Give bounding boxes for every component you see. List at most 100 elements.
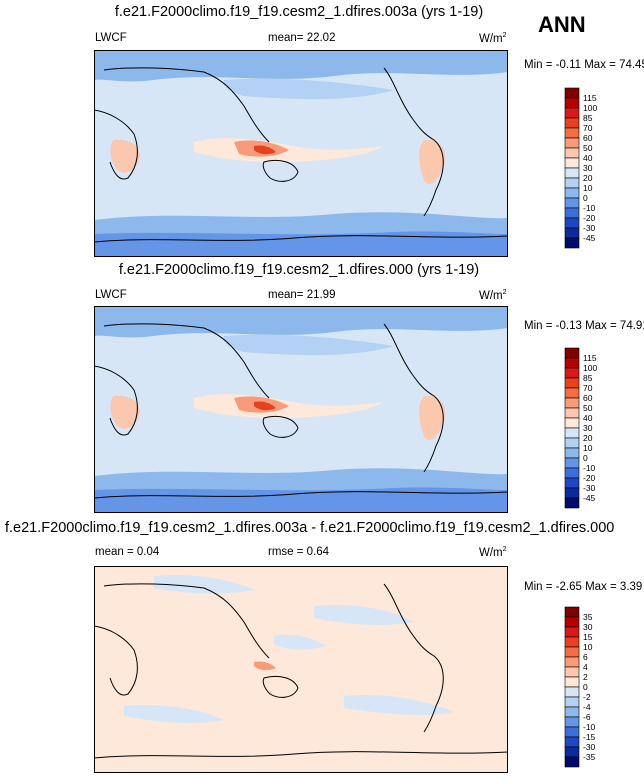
colorbar-tick-label: 40 bbox=[583, 153, 593, 163]
map-diff-base bbox=[94, 566, 508, 773]
panel-2-units-sup: 2 bbox=[502, 289, 507, 296]
colorbar-swatch bbox=[564, 457, 580, 469]
colorbar-swatch bbox=[564, 437, 580, 449]
colorbar-swatch bbox=[564, 626, 580, 638]
panel-2-map bbox=[94, 306, 508, 513]
colorbar-swatch bbox=[564, 467, 580, 479]
colorbar-tick-label: 35 bbox=[583, 612, 593, 622]
coastline-eurasia bbox=[103, 323, 270, 399]
panel-3-units-text: W/m bbox=[479, 546, 503, 559]
panel-3-minmax: Min = -2.65 Max = 3.39 bbox=[524, 581, 642, 593]
north-pacific-fill bbox=[223, 78, 394, 100]
colorbar-tick-label: 6 bbox=[583, 652, 588, 662]
colorbar-tick-label: 30 bbox=[583, 423, 593, 433]
colorbar-tick-label: 0 bbox=[583, 453, 588, 463]
colorbar-tick-label: 30 bbox=[583, 163, 593, 173]
colorbar-tick-label: -45 bbox=[583, 493, 596, 503]
colorbar-tick-label: -4 bbox=[583, 702, 591, 712]
colorbar-swatch bbox=[564, 177, 580, 189]
colorbar-swatch bbox=[564, 217, 580, 229]
colorbar-swatch bbox=[564, 137, 580, 149]
colorbar-tick-label: 30 bbox=[583, 622, 593, 632]
colorbar-swatch bbox=[564, 357, 580, 369]
colorbar-swatch bbox=[564, 427, 580, 439]
panel-3-min-value: -2.65 bbox=[555, 581, 582, 593]
colorbar-tick-label: -10 bbox=[583, 722, 596, 732]
panel-2-mean-value: 21.99 bbox=[306, 289, 336, 301]
panel-2-minmax: Min = -0.13 Max = 74.91 bbox=[524, 320, 644, 332]
panel-3-rmse-value: 0.64 bbox=[306, 546, 330, 558]
colorbar-tick-label: -20 bbox=[583, 473, 596, 483]
colorbar-swatch bbox=[564, 397, 580, 409]
colorbar-tick-label: 20 bbox=[583, 173, 593, 183]
colorbar-swatch bbox=[564, 696, 580, 708]
colorbar-swatch bbox=[564, 97, 580, 109]
south-america-fill bbox=[419, 139, 446, 185]
panel-2-min-value: -0.13 bbox=[555, 320, 582, 332]
colorbar-swatch bbox=[564, 447, 580, 459]
panel-1-units-text: W/m bbox=[479, 32, 503, 45]
panel-1-max-value: 74.45 bbox=[619, 59, 644, 71]
colorbar-tick-label: 10 bbox=[583, 443, 593, 453]
panel-3-map bbox=[94, 566, 508, 773]
panel-1-min-label: Min = bbox=[524, 59, 553, 71]
panel-1-map bbox=[94, 50, 508, 257]
panel-3-max-value: 3.39 bbox=[619, 581, 643, 593]
colorbar-tick-label: 4 bbox=[583, 662, 588, 672]
panel-3-units: W/m2 bbox=[479, 546, 507, 559]
colorbar-tick-label: 85 bbox=[583, 373, 593, 383]
colorbar-tick-label: -35 bbox=[583, 752, 596, 762]
panel-3-title: f.e21.F2000climo.f19_f19.cesm2_1.dfires.… bbox=[5, 520, 615, 536]
colorbar-swatch bbox=[564, 167, 580, 179]
colorbar-swatch bbox=[564, 646, 580, 658]
colorbar-tick-label: 60 bbox=[583, 393, 593, 403]
panel-3-mean: mean = 0.04 bbox=[95, 546, 159, 558]
colorbar-swatch bbox=[564, 237, 580, 249]
colorbar-swatch bbox=[564, 187, 580, 199]
colorbar-tick-label: 40 bbox=[583, 413, 593, 423]
map-frame bbox=[94, 306, 508, 513]
colorbar-swatch bbox=[564, 606, 580, 618]
panel-1-units: W/m2 bbox=[479, 32, 507, 45]
colorbar-tick-label: 70 bbox=[583, 123, 593, 133]
colorbar-tick-label: -20 bbox=[583, 213, 596, 223]
colorbar-swatch bbox=[564, 347, 580, 359]
africa-fill bbox=[110, 139, 140, 173]
panel-2-title: f.e21.F2000climo.f19_f19.cesm2_1.dfires.… bbox=[118, 262, 480, 278]
colorbar-swatch bbox=[564, 716, 580, 728]
colorbar-tick-label: 70 bbox=[583, 383, 593, 393]
colorbar-swatch bbox=[564, 157, 580, 169]
colorbar-tick-label: 0 bbox=[583, 193, 588, 203]
maritime-core-fill bbox=[254, 401, 276, 411]
diff-negative-patch-5 bbox=[274, 634, 326, 650]
colorbar-swatch bbox=[564, 636, 580, 648]
colorbar-swatch bbox=[564, 706, 580, 718]
panel-2-max-value: 74.91 bbox=[619, 320, 644, 332]
colorbar-tick-label: 50 bbox=[583, 403, 593, 413]
coastline-australia bbox=[262, 415, 299, 438]
colorbar-swatch bbox=[564, 117, 580, 129]
colorbar-swatch bbox=[564, 726, 580, 738]
south-america-fill bbox=[419, 395, 446, 441]
colorbar-tick-label: -30 bbox=[583, 483, 596, 493]
colorbar-swatch bbox=[564, 616, 580, 628]
colorbar-swatch bbox=[564, 147, 580, 159]
colorbar-tick-label: -10 bbox=[583, 203, 596, 213]
colorbar-tick-label: 115 bbox=[583, 93, 597, 103]
antarctic-fill bbox=[94, 487, 508, 513]
diff-positive-patch-1 bbox=[254, 661, 276, 671]
colorbar-tick-label: -45 bbox=[583, 233, 596, 243]
panel-3-units-sup: 2 bbox=[502, 546, 507, 553]
colorbar-tick-label: 0 bbox=[583, 682, 588, 692]
panel-1-title: f.e21.F2000climo.f19_f19.cesm2_1.dfires.… bbox=[114, 4, 484, 20]
colorbar-tick-label: 115 bbox=[583, 353, 597, 363]
panel-1-min-value: -0.11 bbox=[555, 59, 582, 71]
colorbar-swatch bbox=[564, 197, 580, 209]
colorbar-swatch bbox=[564, 487, 580, 499]
diff-negative-patch-2 bbox=[314, 604, 414, 625]
diff-negative-patch-3 bbox=[124, 704, 224, 723]
colorbar-tick-label: -30 bbox=[583, 223, 596, 233]
